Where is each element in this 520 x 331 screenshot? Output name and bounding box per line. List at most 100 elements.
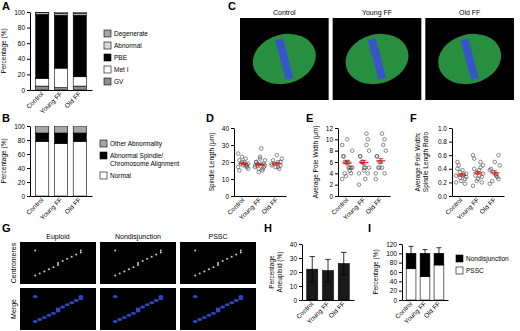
centromere-spot — [146, 258, 148, 260]
data-point — [454, 181, 458, 185]
centromere-spot — [57, 262, 59, 264]
data-point — [244, 157, 248, 161]
panel-d: D010203040Spindle Length (μm)ControlYoun… — [206, 112, 287, 222]
y-tick: 30 — [290, 255, 302, 262]
plot-marks — [454, 153, 501, 187]
error-bar — [493, 171, 498, 175]
axis-line — [403, 300, 449, 301]
tick-label: 10 — [326, 136, 334, 143]
tick-mark — [27, 28, 30, 29]
panel-h: H010203040PercentageAneuploid (%)Control… — [264, 222, 355, 326]
centromere-spot — [62, 260, 64, 262]
data-point — [271, 159, 275, 163]
panel-f: F0.00.20.40.60.81.0Average Pole Width:Sp… — [410, 112, 505, 222]
centromere-spot — [43, 270, 45, 272]
tick-label: 20 — [290, 269, 298, 276]
plot-marks — [36, 126, 87, 196]
data-point — [375, 155, 379, 159]
legend-swatch — [456, 267, 463, 274]
data-point — [493, 160, 497, 164]
data-point — [342, 155, 346, 159]
tick-label: Young FF — [39, 196, 64, 221]
data-point — [380, 132, 384, 136]
chromosome-spot — [211, 312, 216, 315]
tick-label: 80 — [18, 24, 26, 31]
data-point — [365, 143, 369, 147]
error-line — [312, 257, 313, 282]
error-cap — [409, 246, 414, 247]
legend-label: GV — [114, 78, 124, 85]
centromere-spot — [66, 258, 68, 260]
data-point — [383, 138, 387, 142]
tick-label: 0 — [393, 297, 397, 304]
centromere-spot — [217, 264, 219, 266]
y-tick: 40 — [18, 165, 30, 172]
error-cap — [476, 171, 481, 172]
error-bar — [241, 163, 246, 165]
centromere-spot — [155, 254, 157, 256]
x-tick: Old FF — [478, 196, 497, 215]
centromere-spot — [240, 252, 242, 254]
mean-line — [255, 164, 264, 165]
error-cap — [379, 163, 384, 164]
data-point — [257, 170, 261, 174]
error-bar — [341, 252, 347, 274]
chromosome-spot — [42, 316, 47, 319]
error-cap — [341, 252, 347, 253]
bar-segment — [36, 86, 49, 90]
y-axis: 020406080100 — [14, 9, 30, 94]
error-line — [478, 172, 479, 175]
bar-segment — [54, 12, 67, 14]
bar-segment — [434, 265, 444, 300]
centromere-spot — [137, 262, 139, 264]
spindle — [340, 27, 414, 91]
bar-segment — [73, 12, 86, 14]
tick-label: 10 — [222, 176, 230, 183]
panel-letter: H — [264, 222, 272, 234]
centromere-spot — [57, 264, 59, 266]
tick-mark — [399, 272, 402, 273]
image-panel — [100, 242, 176, 284]
error-bar — [437, 248, 442, 259]
bar-segment — [54, 133, 67, 144]
y-tick: 20 — [18, 71, 30, 78]
image-panel — [240, 18, 329, 100]
tick-label: 40 — [18, 55, 26, 62]
y-tick: 10 — [290, 283, 302, 290]
chromosome-spot — [220, 305, 225, 308]
y-tick: 20 — [18, 179, 30, 186]
data-point — [490, 179, 494, 183]
data-point — [471, 153, 475, 157]
data-point — [367, 149, 371, 153]
spindle — [247, 27, 321, 91]
x-axis: ControlYoung FFOld FF — [330, 196, 391, 222]
chromosome-spot — [193, 320, 198, 323]
tick-mark — [231, 196, 234, 197]
data-point — [363, 177, 367, 181]
axis-line — [234, 129, 235, 197]
centromere-spot — [203, 270, 205, 272]
data-point — [238, 159, 242, 163]
column-label: Old FF — [459, 9, 480, 16]
tick-label: 0 — [21, 87, 25, 94]
mean-line — [473, 172, 482, 173]
column-label: PSSC — [208, 233, 227, 240]
image-panel — [20, 242, 96, 284]
error-cap — [379, 158, 384, 159]
error-cap — [275, 162, 280, 163]
centromere-spot — [212, 266, 214, 268]
error-line — [411, 246, 412, 260]
tick-label: 60 — [18, 40, 26, 47]
data-point — [275, 153, 279, 157]
error-cap — [275, 164, 280, 165]
y-tick: 6 — [329, 159, 338, 166]
data-point — [456, 167, 460, 171]
data-point — [240, 155, 244, 159]
y-tick: 0.2 — [438, 179, 452, 186]
tick-label: 20 — [222, 159, 230, 166]
axis-line — [303, 300, 355, 301]
legend-label: Nondisjunction — [466, 255, 509, 263]
error-bar — [275, 163, 280, 165]
chromosome-spot — [225, 303, 230, 306]
chromosome-spot — [65, 303, 70, 306]
